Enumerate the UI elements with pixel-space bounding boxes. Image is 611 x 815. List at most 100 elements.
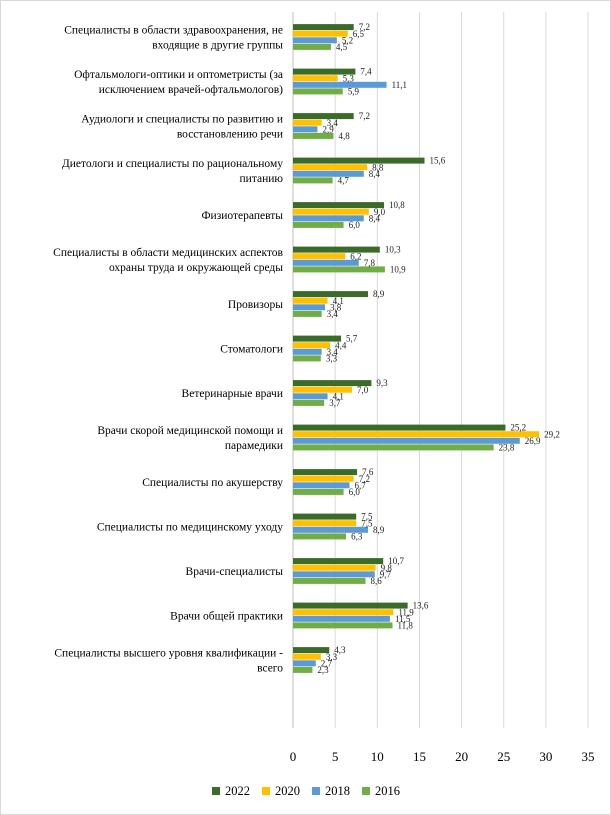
data-label: 6,2 <box>350 251 361 261</box>
data-label: 4,1 <box>333 296 344 306</box>
data-label: 5,3 <box>343 73 355 83</box>
bar <box>293 475 354 482</box>
data-label: 8,9 <box>373 525 385 535</box>
data-label: 4,3 <box>334 645 346 655</box>
data-label: 8,8 <box>372 162 384 172</box>
data-label: 6,7 <box>354 480 366 490</box>
data-label: 3,8 <box>330 302 342 312</box>
category-label: Провизоры <box>228 299 283 311</box>
x-tick-label: 30 <box>539 749 552 764</box>
bar <box>293 424 506 431</box>
bar <box>293 609 394 616</box>
bar <box>293 119 322 126</box>
data-label: 3,4 <box>327 309 339 319</box>
x-tick-label: 5 <box>332 749 339 764</box>
category-label: Врачи скорой медицинской помощи и <box>97 425 283 437</box>
bar <box>293 246 380 253</box>
category-label: Специалисты высшего уровня квалификации … <box>54 648 283 660</box>
bar <box>293 202 385 209</box>
category-label: Специалисты в области медицинских аспект… <box>53 247 283 259</box>
category-label: охраны труда и окружающей среды <box>109 262 283 274</box>
value-labels: 7,26,55,24,57,45,311,15,97,23,42,94,815,… <box>317 22 560 675</box>
category-label: Стоматологи <box>220 344 283 356</box>
bar <box>293 126 318 133</box>
bar <box>293 660 316 667</box>
bar <box>293 469 358 476</box>
data-label: 3,3 <box>326 652 338 662</box>
bar <box>293 221 344 228</box>
bar <box>293 30 348 37</box>
bar <box>293 520 357 527</box>
bar <box>293 444 494 451</box>
bar <box>293 37 337 44</box>
bar <box>293 335 342 342</box>
category-label: входящие в другие группы <box>152 40 283 52</box>
x-tick-label: 0 <box>290 749 297 764</box>
bar <box>293 88 343 95</box>
bar <box>293 380 372 387</box>
data-label: 10,7 <box>388 556 404 566</box>
category-label: восстановлению речи <box>177 129 283 141</box>
bar <box>293 437 520 444</box>
bar <box>293 431 540 438</box>
bar <box>293 647 330 654</box>
bar <box>293 571 375 578</box>
data-label: 7,0 <box>357 385 369 395</box>
bar <box>293 81 387 88</box>
data-label: 26,9 <box>525 436 541 446</box>
bar <box>293 113 354 120</box>
bar <box>293 310 322 317</box>
data-label: 8,4 <box>369 213 381 223</box>
legend-label: 2016 <box>375 784 400 798</box>
data-label: 4,4 <box>335 340 347 350</box>
bar <box>293 259 359 266</box>
data-label: 9,8 <box>381 563 393 573</box>
bar <box>293 533 347 540</box>
data-label: 11,9 <box>398 607 414 617</box>
data-label: 23,8 <box>499 443 515 453</box>
bar <box>293 24 354 31</box>
bar <box>293 622 393 629</box>
data-label: 6,0 <box>349 220 361 230</box>
x-tick-label: 25 <box>497 749 510 764</box>
x-tick-label: 20 <box>455 749 468 764</box>
data-label: 7,2 <box>359 474 370 484</box>
data-label: 4,7 <box>338 176 350 186</box>
bar <box>293 291 369 298</box>
legend-label: 2020 <box>275 784 300 798</box>
legend: 2022 2020 2018 2016 <box>212 784 400 798</box>
bar <box>293 342 331 349</box>
data-label: 7,8 <box>364 258 376 268</box>
data-label: 2,3 <box>317 665 329 675</box>
category-label: исключением врачей-офтальмологов) <box>99 84 283 96</box>
bar <box>293 615 390 622</box>
category-label: Физиотерапевты <box>201 210 283 222</box>
legend-swatch <box>262 787 270 795</box>
data-label: 9,0 <box>374 207 386 217</box>
legend-label: 2018 <box>325 784 350 798</box>
data-label: 10,8 <box>389 200 405 210</box>
data-label: 2,7 <box>321 658 333 668</box>
category-label: Ветеринарные врачи <box>182 388 283 400</box>
bar <box>293 488 344 495</box>
data-label: 3,4 <box>327 118 339 128</box>
bar <box>293 297 328 304</box>
bar <box>293 68 356 75</box>
bar <box>293 526 369 533</box>
data-label: 9,3 <box>376 378 388 388</box>
bar <box>293 482 350 489</box>
data-label: 3,7 <box>329 398 341 408</box>
data-label: 6,3 <box>351 532 363 542</box>
bar <box>293 253 346 260</box>
data-label: 7,5 <box>361 518 373 528</box>
category-label: Специалисты по медицинскому уходу <box>97 522 283 534</box>
x-tick-label: 10 <box>371 749 384 764</box>
bar <box>293 386 353 393</box>
category-label: Специалисты в области здравоохранения, н… <box>64 25 283 37</box>
category-label: Специалисты по акушерству <box>142 477 283 489</box>
data-label: 8,9 <box>373 289 385 299</box>
data-label: 29,2 <box>544 429 560 439</box>
category-labels: Специалисты в области здравоохранения, н… <box>53 25 283 675</box>
bar <box>293 399 325 406</box>
bar <box>293 43 331 50</box>
